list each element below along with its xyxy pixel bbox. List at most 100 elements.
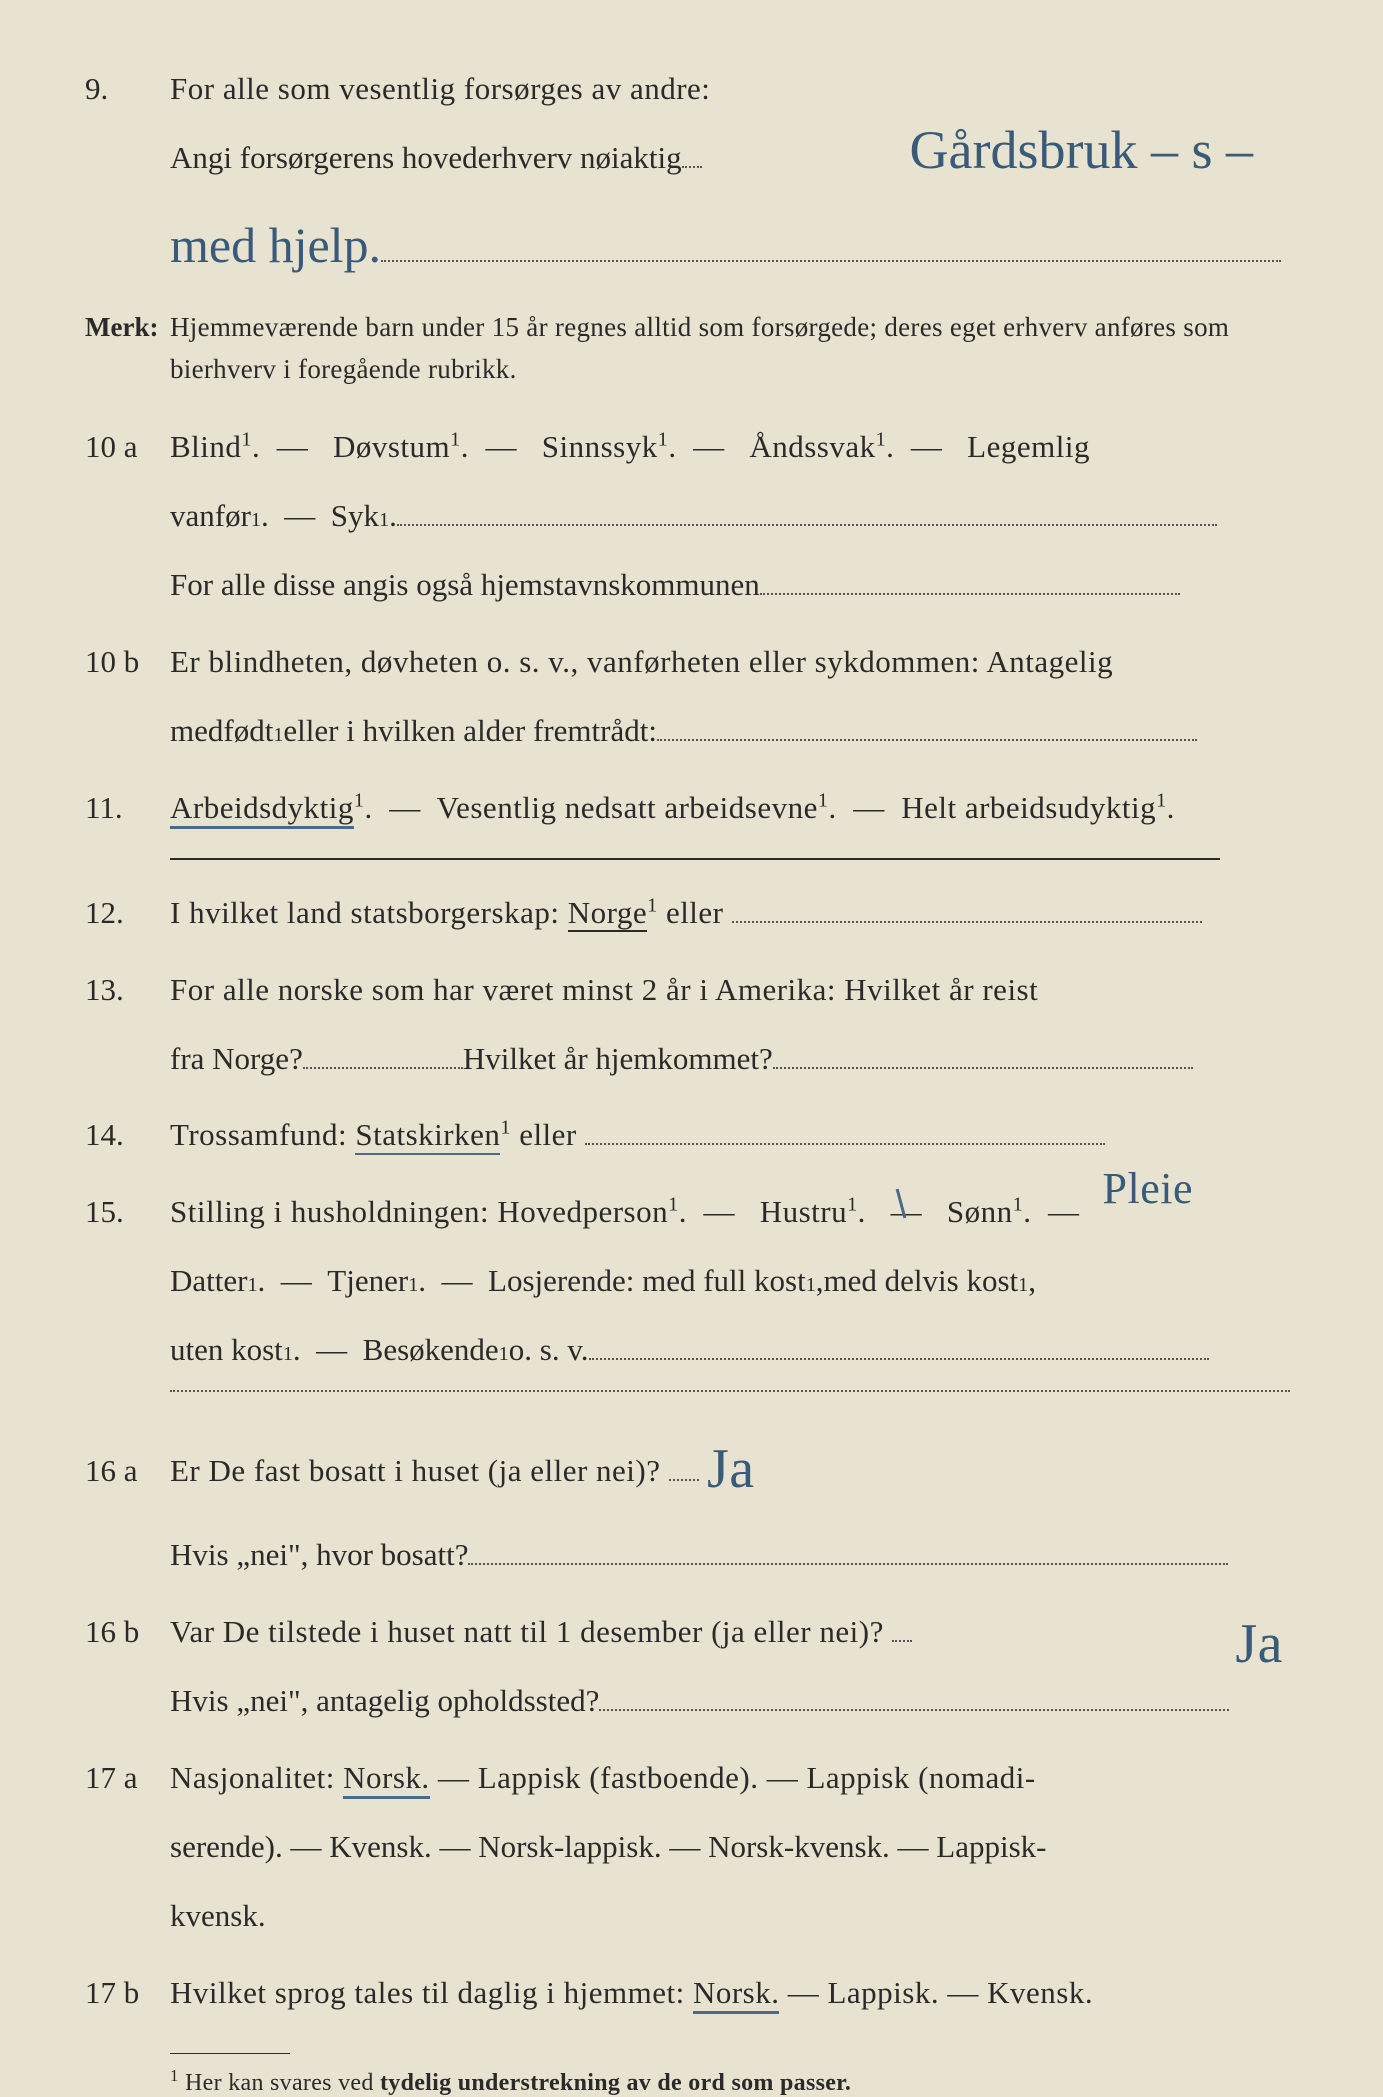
q16a-text1: Er De fast bosatt i huset (ja eller nei)… bbox=[170, 1453, 660, 1488]
q13-number: 13. bbox=[85, 961, 170, 1020]
opt-norsk-17b: Norsk. bbox=[693, 1975, 780, 2014]
footnote-bold: tydelig understrekning av de ord som pas… bbox=[380, 2070, 851, 2096]
q15-osv: o. s. v. bbox=[509, 1321, 589, 1380]
opt-tjener: Tjener bbox=[327, 1252, 408, 1311]
census-form-page: 9. For alle som vesentlig forsørges av a… bbox=[85, 60, 1313, 2008]
fill-line bbox=[585, 1143, 1105, 1145]
footnote: 1 Her kan svares ved tydelig understrekn… bbox=[170, 2066, 1313, 2097]
q15-line2: Datter1. — Tjener1. — Losjerende: med fu… bbox=[170, 1252, 1313, 1311]
q12: 12. I hvilket land statsborgerskap: Norg… bbox=[85, 884, 1313, 943]
opt-besokende: Besøkende bbox=[363, 1321, 499, 1380]
fill-line bbox=[381, 260, 1281, 262]
strike-line bbox=[895, 1189, 906, 1219]
q17a-number: 17 a bbox=[85, 1749, 170, 1808]
q12-number: 12. bbox=[85, 884, 170, 943]
footnote-sup: 1 bbox=[170, 2066, 179, 2085]
q12-text: I hvilket land statsborgerskap: bbox=[170, 895, 568, 930]
opt-udyktig: Helt arbeidsudyktig bbox=[901, 790, 1156, 825]
q16a-handwriting: Ja bbox=[707, 1416, 755, 1522]
fill-line bbox=[732, 921, 1202, 923]
merk-note: Merk: Hjemmeværende barn under 15 år reg… bbox=[85, 307, 1313, 391]
section-divider bbox=[170, 858, 1220, 860]
fill-line bbox=[303, 1067, 463, 1069]
fill-line bbox=[657, 739, 1197, 741]
q16a-number: 16 a bbox=[85, 1442, 170, 1501]
q10a-text3: For alle disse angis også hjemstavnskomm… bbox=[170, 556, 760, 615]
fill-line bbox=[773, 1067, 1193, 1069]
q9-line3: med hjelp. bbox=[170, 198, 1313, 293]
q13-line2: fra Norge? Hvilket år hjemkommet? bbox=[170, 1030, 1313, 1089]
q15-content1: Stilling i husholdningen: Hovedperson1. … bbox=[170, 1183, 1313, 1242]
opt-statskirken: Statskirken bbox=[355, 1117, 500, 1155]
q11-number: 11. bbox=[85, 779, 170, 838]
q10b-medfodt: medfødt bbox=[170, 702, 273, 761]
opt-norge: Norge bbox=[568, 895, 647, 932]
fill-line bbox=[669, 1479, 699, 1481]
q17a-line1: 17 a Nasjonalitet: Norsk. — Lappisk (fas… bbox=[85, 1749, 1313, 1808]
q15-line3: uten kost1. — Besøkende1 o. s. v. bbox=[170, 1321, 1313, 1380]
opt-andssvak: Åndssvak bbox=[749, 429, 875, 464]
q14-eller: eller bbox=[519, 1117, 585, 1152]
merk-text: Hjemmeværende barn under 15 år regnes al… bbox=[170, 307, 1313, 391]
q17b-number: 17 b bbox=[85, 1964, 170, 2023]
opt-dovstum: Døvstum bbox=[333, 429, 450, 464]
q9-handwriting-2: med hjelp. bbox=[170, 198, 381, 293]
fill-line bbox=[682, 166, 702, 168]
q16b-text1: Var De tilstede i huset natt til 1 desem… bbox=[170, 1614, 884, 1649]
q16b-content: Var De tilstede i huset natt til 1 desem… bbox=[170, 1603, 1313, 1662]
q14-number: 14. bbox=[85, 1106, 170, 1165]
opt-datter: Datter bbox=[170, 1252, 247, 1311]
q12-eller: eller bbox=[666, 895, 724, 930]
q17a-line2: serende). — Kvensk. — Norsk-lappisk. — N… bbox=[170, 1818, 1313, 1877]
q15-handwriting: Pleie bbox=[1103, 1147, 1193, 1231]
q10b-line2: medfødt1 eller i hvilken alder fremtrådt… bbox=[170, 702, 1313, 761]
q10a-line3: For alle disse angis også hjemstavnskomm… bbox=[170, 556, 1313, 615]
q16b-line1: 16 b Var De tilstede i huset natt til 1 … bbox=[85, 1603, 1313, 1662]
opt-uten-kost: uten kost bbox=[170, 1321, 283, 1380]
footnote-text: Her kan svares ved bbox=[185, 2070, 380, 2096]
fill-line bbox=[397, 524, 1217, 526]
q10b-text1: Er blindheten, døvheten o. s. v., vanfør… bbox=[170, 633, 1313, 692]
q10b-line1: 10 b Er blindheten, døvheten o. s. v., v… bbox=[85, 633, 1313, 692]
q13-text1: For alle norske som har været minst 2 år… bbox=[170, 961, 1313, 1020]
q17a-line3: kvensk. bbox=[170, 1887, 1313, 1946]
strike-mark: — bbox=[891, 1194, 931, 1229]
q15-line1: 15. Stilling i husholdningen: Hovedperso… bbox=[85, 1183, 1313, 1242]
q17b-text: Hvilket sprog tales til daglig i hjemmet… bbox=[170, 1975, 693, 2010]
opt-arbeidsdyktig: Arbeidsdyktig bbox=[170, 790, 354, 829]
q15-line4 bbox=[170, 1390, 1313, 1392]
q16a-content: Er De fast bosatt i huset (ja eller nei)… bbox=[170, 1410, 1313, 1516]
merk-label: Merk: bbox=[85, 307, 170, 349]
q10b-text2b: eller i hvilken alder fremtrådt: bbox=[283, 702, 657, 761]
opt-sonn: Sønn bbox=[947, 1194, 1013, 1229]
fill-line bbox=[468, 1563, 1228, 1565]
q16a-line2: Hvis „nei", hvor bosatt? bbox=[170, 1526, 1313, 1585]
q17a-content1: Nasjonalitet: Norsk. — Lappisk (fastboen… bbox=[170, 1749, 1313, 1808]
q10a-content1: Blind1. — Døvstum1. — Sinnssyk1. — Åndss… bbox=[170, 418, 1313, 477]
q14-text: Trossamfund: bbox=[170, 1117, 355, 1152]
opt-delvis: med delvis kost bbox=[824, 1252, 1019, 1311]
q16b-number: 16 b bbox=[85, 1603, 170, 1662]
q15-text1: Stilling i husholdningen: Hovedperson bbox=[170, 1194, 668, 1229]
opt-sinnssyk: Sinnssyk bbox=[542, 429, 658, 464]
opt-blind: Blind bbox=[170, 429, 241, 464]
opt-nedsatt: Vesentlig nedsatt arbeidsevne bbox=[437, 790, 818, 825]
q9-number: 9. bbox=[85, 60, 170, 119]
q16a-text2: Hvis „nei", hvor bosatt? bbox=[170, 1526, 468, 1585]
q16a-line1: 16 a Er De fast bosatt i huset (ja eller… bbox=[85, 1410, 1313, 1516]
q10a-number: 10 a bbox=[85, 418, 170, 477]
q9-line2: Angi forsørgerens hovederhverv nøiaktig … bbox=[170, 129, 1313, 188]
opt-legemlig: Legemlig bbox=[967, 429, 1090, 464]
q12-content: I hvilket land statsborgerskap: Norge1 e… bbox=[170, 884, 1313, 943]
fill-line bbox=[760, 593, 1180, 595]
opt-norsk-17a: Norsk. bbox=[343, 1760, 430, 1799]
opt-vanfor: vanfør bbox=[170, 487, 251, 546]
opt-losjerende: Losjerende: med full kost bbox=[488, 1252, 806, 1311]
q16b-text2: Hvis „nei", antagelig opholdssted? bbox=[170, 1672, 599, 1731]
q16b-handwriting: Ja bbox=[1235, 1591, 1283, 1697]
fill-line bbox=[599, 1709, 1229, 1711]
q17b-content: Hvilket sprog tales til daglig i hjemmet… bbox=[170, 1964, 1313, 2023]
q11: 11. Arbeidsdyktig1. — Vesentlig nedsatt … bbox=[85, 779, 1313, 838]
footnote-divider bbox=[170, 2053, 290, 2054]
fill-line bbox=[589, 1358, 1209, 1360]
